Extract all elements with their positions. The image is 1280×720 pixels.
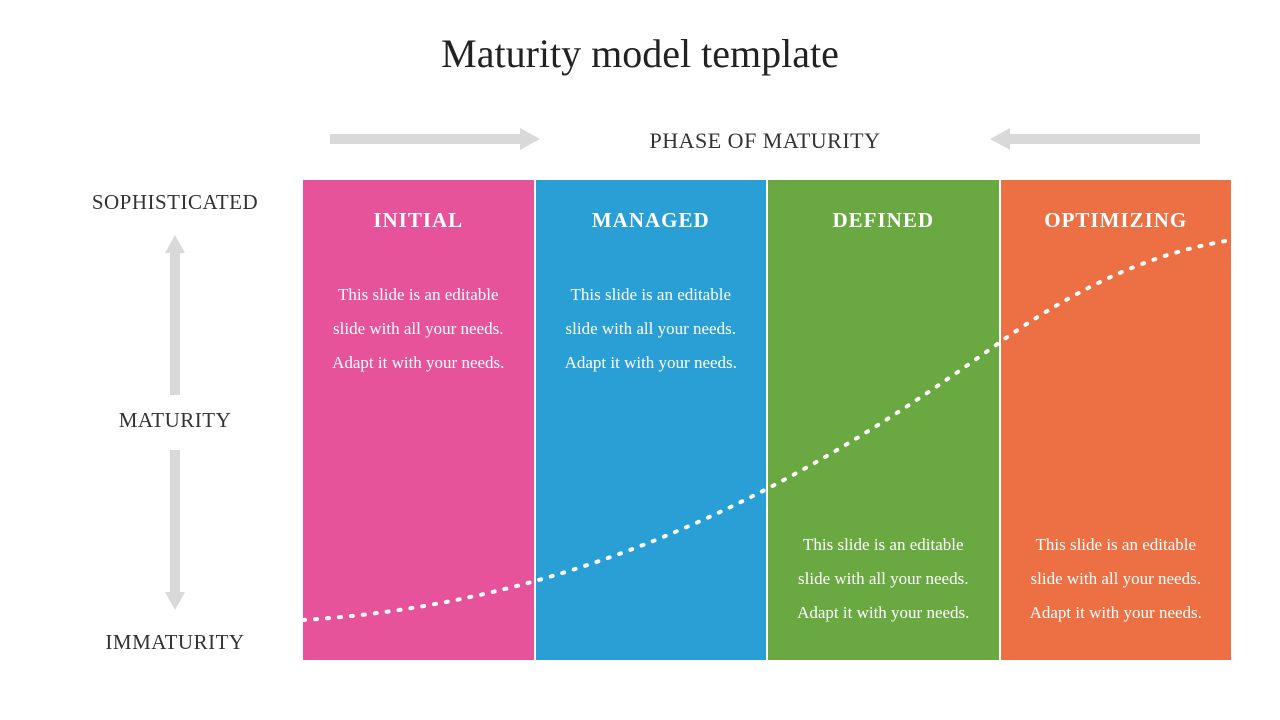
phase-arrow-right: [990, 128, 1200, 150]
panel-body: This slide is an editable slide with all…: [550, 278, 753, 380]
panel-body: This slide is an editable slide with all…: [1015, 528, 1218, 630]
phase-arrow-left: [330, 128, 540, 150]
maturity-arrow-up: [165, 235, 185, 395]
maturity-panel: MANAGED This slide is an editable slide w…: [534, 180, 767, 660]
y-axis-top-label: SOPHISTICATED: [60, 190, 290, 215]
x-axis-label: PHASE OF MATURITY: [565, 128, 965, 154]
panel-heading: OPTIMIZING: [1015, 208, 1218, 233]
panel-body: This slide is an editable slide with all…: [317, 278, 520, 380]
y-axis-bottom-label: IMMATURITY: [60, 630, 290, 655]
maturity-panel: DEFINED This slide is an editable slide w…: [766, 180, 999, 660]
panel-heading: INITIAL: [317, 208, 520, 233]
y-axis-mid-label: MATURITY: [60, 408, 290, 433]
maturity-panel: OPTIMIZING This slide is an editable slid…: [999, 180, 1232, 660]
panel-heading: MANAGED: [550, 208, 753, 233]
maturity-panel: INITIAL This slide is an editable slide w…: [303, 180, 534, 660]
maturity-panels: INITIAL This slide is an editable slide w…: [303, 180, 1231, 660]
panel-heading: DEFINED: [782, 208, 985, 233]
slide-title: Maturity model template: [0, 30, 1280, 77]
panel-body: This slide is an editable slide with all…: [782, 528, 985, 630]
maturity-arrow-down: [165, 450, 185, 610]
